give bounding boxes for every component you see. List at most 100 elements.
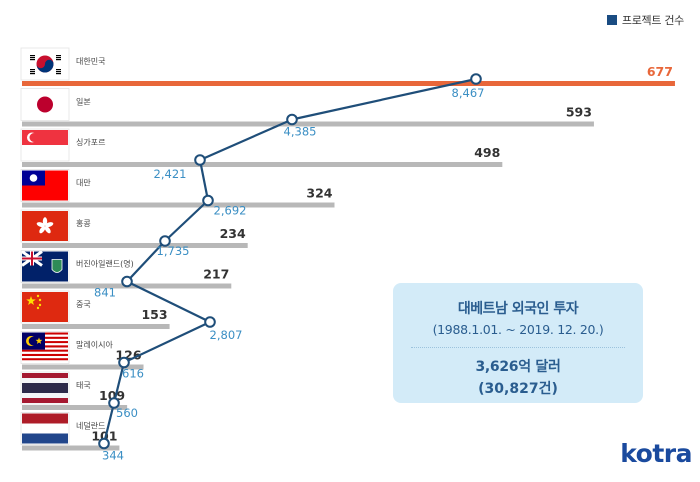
category-label: 대한민국: [76, 56, 105, 66]
bar: [22, 324, 170, 329]
flag-inner: [22, 49, 68, 79]
project-marker: [194, 154, 206, 166]
project-marker: [202, 194, 214, 207]
thailand-stripe: [22, 373, 68, 378]
hongkong-petal: [42, 217, 48, 226]
singapore-white: [22, 145, 68, 160]
category-label: 버진아일랜드(영): [76, 259, 134, 269]
category-label: 말레이시아: [76, 340, 113, 350]
category-label: 싱가포르: [76, 137, 105, 147]
korea-trigram-2: [30, 71, 35, 73]
china-star-small: [36, 294, 40, 298]
flag-inner: [22, 170, 68, 201]
bar: [22, 445, 120, 451]
bar-value-label: 234: [220, 226, 246, 241]
flag-inner: [22, 89, 68, 120]
netherlands-white: [22, 423, 68, 434]
info-box: 대베트남 외국인 투자 (1988.1.01. ~ 2019. 12. 20.)…: [393, 283, 643, 403]
info-amount: 3,626억 달러: [475, 359, 561, 375]
flag-inner: [22, 211, 68, 241]
flag-taiwan-flag: [20, 169, 70, 202]
flag-inner: [22, 413, 68, 444]
bar-value-label: 109: [99, 388, 125, 403]
malaysia-star: [35, 337, 43, 344]
thailand-stripe: [22, 393, 68, 398]
taiwan-sun: [29, 174, 38, 182]
bar: [22, 121, 594, 127]
legend: 프로젝트 건수: [606, 12, 684, 28]
bar: [22, 405, 128, 410]
korea-trigram-2: [30, 73, 35, 75]
flag-korea-flag: [20, 47, 70, 81]
hongkong-petal: [39, 226, 46, 234]
bar-value-label: 677: [647, 64, 673, 79]
legend-swatch: [606, 15, 617, 25]
project-line: [102, 77, 477, 444]
category-label: 홍콩: [76, 218, 91, 228]
flag-singapore-flag: [20, 128, 70, 162]
thailand-stripe: [22, 378, 68, 383]
flag-china-flag: [20, 290, 70, 324]
malaysia-stripe: [22, 358, 68, 361]
kotra-logo: kotra: [620, 439, 692, 468]
bar-value-label: 593: [566, 105, 592, 120]
project-value-label: 841: [94, 286, 116, 300]
legend-label: 프로젝트 건수: [621, 14, 684, 27]
flag-malaysia-flag: [20, 331, 70, 364]
china-flag-bg: [22, 292, 68, 322]
china-star-big: [26, 296, 36, 306]
info-period: (1988.1.01. ~ 2019. 12. 20.): [432, 322, 604, 337]
info-separator: [411, 347, 625, 348]
japan-sun: [37, 96, 53, 113]
hongkong-flag-bg: [22, 211, 68, 241]
category-label: 일본: [76, 98, 91, 107]
project-value-label: 344: [102, 449, 124, 463]
flag-inner: [22, 292, 68, 322]
flag-inner: [22, 251, 68, 282]
hongkong-petal: [44, 226, 51, 234]
malaysia-stripe: [22, 360, 68, 363]
category-label: 네덜란드: [76, 421, 105, 431]
project-marker: [98, 437, 110, 450]
bar: [22, 364, 144, 370]
flag-inner: [22, 332, 68, 363]
thailand-stripe: [22, 383, 68, 393]
project-marker: [470, 73, 482, 85]
netherlands-blue: [22, 433, 68, 444]
flag-inner: [22, 373, 68, 403]
thailand-stripe: [22, 398, 68, 403]
flag-japan-flag: [20, 88, 70, 121]
flag-netherlands-flag: [20, 412, 70, 445]
malaysia-stripe: [22, 356, 68, 359]
korea-trigram-3: [56, 71, 61, 73]
malaysia-moon-cut: [28, 336, 38, 346]
project-marker: [204, 316, 216, 328]
project-value-label: 2,692: [214, 204, 247, 218]
bars-group: 대한민국 677 일본 593 싱가포르 498 대만 324 홍콩 234 버진아일랜드(영) 21…: [22, 56, 675, 451]
project-marker: [108, 397, 120, 409]
category-label: 태국: [76, 381, 91, 390]
korea-trigram-1: [56, 57, 61, 59]
hongkong-petal: [36, 222, 45, 228]
korea-trigram-0: [30, 59, 35, 61]
project-value-label: 616: [122, 367, 144, 381]
bar-value-label: 498: [474, 145, 500, 160]
korea-taeguk-blue: [36, 59, 54, 73]
korea-trigram-2: [30, 69, 35, 71]
flags-group: [20, 47, 70, 445]
flag-hongkong-flag: [20, 209, 70, 243]
bar: [22, 81, 675, 86]
info-count: (30,827건): [478, 381, 558, 397]
china-star-small: [38, 298, 42, 302]
china-star-small: [36, 306, 40, 310]
category-label: 중국: [76, 300, 91, 309]
flag-inner: [22, 130, 68, 160]
info-title: 대베트남 외국인 투자: [457, 301, 579, 317]
bvi-cross-red-h: [22, 257, 42, 260]
hongkong-petal: [45, 222, 54, 228]
project-marker: [121, 275, 133, 288]
category-label: 대만: [76, 179, 91, 188]
netherlands-red: [22, 413, 68, 424]
